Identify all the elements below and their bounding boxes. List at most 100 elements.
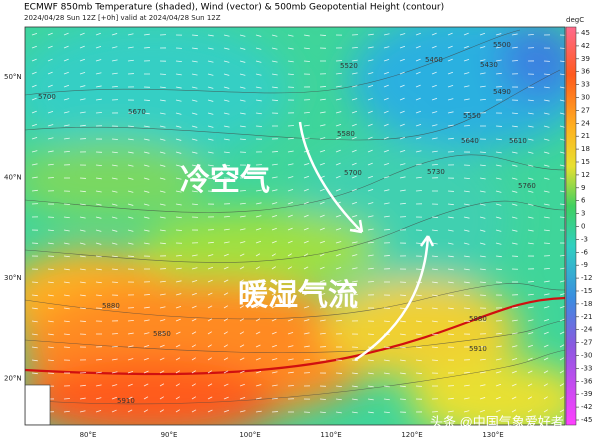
wind-vector	[432, 411, 438, 412]
wind-vector	[512, 307, 518, 308]
lon-label: 130°E	[482, 431, 503, 439]
annotation-cold-air: 冷空气	[180, 164, 270, 197]
contour-label: 5460	[425, 56, 443, 64]
wind-vector	[512, 60, 518, 61]
wind-vector	[400, 295, 406, 296]
colorbar	[566, 27, 576, 425]
colorbar-tick-label: -21	[581, 313, 592, 321]
colorbar-tick-label: -33	[581, 364, 592, 372]
colorbar-tick-label: -18	[581, 300, 592, 308]
wind-vector	[48, 177, 54, 178]
contour-label: 5610	[509, 137, 527, 145]
wind-vector	[192, 35, 198, 36]
wind-vector	[544, 243, 550, 244]
colorbar-tick-label: 21	[581, 132, 590, 140]
colorbar-tick-label: 24	[581, 119, 590, 127]
colorbar-tick-label: 0	[581, 223, 585, 231]
colorbar-tick-label: -36	[581, 377, 593, 385]
colorbar-tick-label: 45	[581, 29, 590, 37]
annotation-warm-moist-flow: 暖湿气流	[238, 279, 358, 312]
colorbar-tick-label: -9	[581, 261, 588, 269]
colorbar-tick-label: 36	[581, 68, 590, 76]
colorbar-tick-label: -30	[581, 352, 592, 360]
contour-label: 5880	[102, 302, 120, 310]
contour-label: 5670	[128, 108, 146, 116]
wind-vector	[528, 87, 534, 88]
subtitle: 2024/04/28 Sun 12Z [+0h] valid at 2024/0…	[24, 14, 221, 22]
wind-vector	[96, 112, 102, 113]
wind-vector	[496, 269, 502, 270]
wind-vector	[480, 152, 486, 153]
contour-label: 5760	[518, 182, 536, 190]
wind-vector	[320, 399, 326, 400]
colorbar-tick-label: -24	[581, 326, 593, 334]
lat-label: 30°N	[4, 274, 22, 282]
lat-label: 40°N	[4, 174, 22, 182]
contour-label: 5700	[344, 169, 362, 177]
colorbar-tick-label: 42	[581, 42, 590, 50]
lon-label: 90°E	[161, 431, 178, 439]
colorbar-tick-label: 18	[581, 145, 590, 153]
wind-vector	[144, 100, 150, 101]
wind-vector	[112, 139, 118, 140]
wind-vector	[176, 230, 182, 231]
colorbar-tick-label: 15	[581, 158, 590, 166]
colorbar-tick-label: -15	[581, 287, 592, 295]
watermark: 头条 @中国气象爱好者	[430, 414, 564, 429]
contour-label: 5640	[461, 137, 479, 145]
colorbar-tick-label: -42	[581, 403, 592, 411]
lat-label: 50°N	[4, 73, 22, 81]
lon-label: 120°E	[401, 431, 422, 439]
colorbar-unit: degC	[566, 16, 584, 24]
wind-vector	[288, 385, 294, 386]
wind-vector	[272, 100, 278, 101]
colorbar-tick-label: -6	[581, 248, 589, 256]
lon-label: 80°E	[80, 431, 97, 439]
wind-vector	[320, 86, 326, 87]
contour-label: 5700	[38, 93, 56, 101]
contour-label: 5910	[469, 345, 487, 353]
wind-vector	[144, 47, 150, 48]
wind-vector	[128, 256, 134, 257]
contour-label: 5550	[463, 112, 481, 120]
contour-label: 5880	[469, 315, 487, 323]
contour-label: 5580	[337, 130, 355, 138]
colorbar-tick-label: 27	[581, 106, 590, 114]
contour-label: 5520	[340, 62, 358, 70]
wind-vector	[464, 125, 470, 126]
wind-vector	[144, 294, 150, 295]
wind-vector	[448, 334, 454, 335]
contour-label: 5430	[480, 61, 498, 69]
colorbar-tick-label: -12	[581, 274, 592, 282]
colorbar-tick-label: 6	[581, 197, 586, 205]
colorbar-tick-label: 30	[581, 94, 590, 102]
wind-vector	[400, 399, 406, 400]
colorbar-tick-label: -3	[581, 235, 588, 243]
wind-vector	[384, 229, 390, 230]
wind-vector	[336, 320, 342, 321]
colorbar-tick-label: 33	[581, 81, 590, 89]
colorbar-tick-label: 12	[581, 171, 590, 179]
contour-label: 5730	[427, 168, 445, 176]
lat-label: 20°N	[4, 375, 22, 383]
colorbar-tick-label: -39	[581, 390, 592, 398]
wind-vector	[272, 151, 278, 152]
contour-label: 5500	[493, 41, 511, 49]
map-area	[0, 10, 590, 440]
wind-vector	[64, 204, 70, 205]
colorbar-tick-label: -45	[581, 416, 592, 424]
colorbar-ticks: 4542393633302724211815129630-3-6-9-12-15…	[576, 29, 593, 424]
lon-label: 110°E	[320, 431, 341, 439]
wind-vector	[432, 217, 438, 218]
colorbar-tick-label: 3	[581, 210, 585, 218]
contour-label: 5850	[153, 330, 171, 338]
wind-vector	[32, 282, 38, 283]
title: ECMWF 850mb Temperature (shaded), Wind (…	[24, 3, 444, 13]
colorbar-tick-label: 39	[581, 55, 590, 63]
contour-label: 5910	[117, 397, 135, 405]
colorbar-tick-label: 9	[581, 184, 585, 192]
wind-vector	[96, 359, 102, 360]
lon-label: 100°E	[239, 431, 260, 439]
contour-label: 5490	[493, 88, 511, 96]
